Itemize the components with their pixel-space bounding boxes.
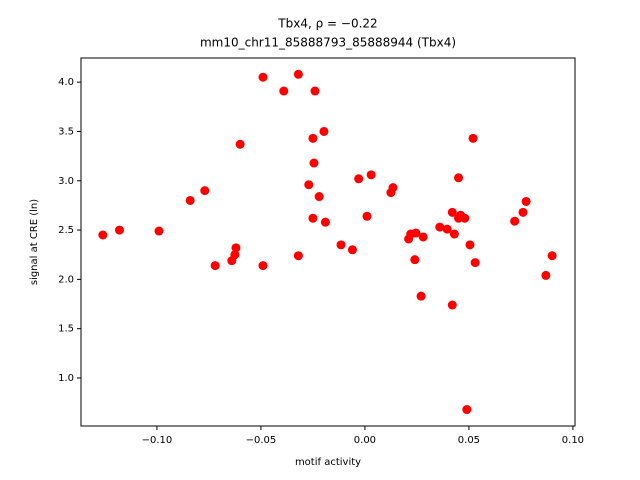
- point: [347, 245, 357, 255]
- point: [230, 250, 240, 260]
- point: [98, 230, 108, 240]
- point: [114, 225, 124, 235]
- point: [462, 405, 472, 415]
- y-tick-label: 1.5: [58, 324, 74, 335]
- point: [362, 211, 372, 221]
- y-tick-label: 3.0: [58, 176, 74, 187]
- point: [541, 270, 551, 280]
- point: [518, 207, 528, 217]
- x-tick-label: 0.05: [458, 435, 480, 446]
- point: [449, 229, 459, 239]
- point: [411, 228, 421, 238]
- point: [154, 226, 164, 236]
- point: [309, 158, 319, 168]
- point: [258, 72, 268, 82]
- point: [416, 291, 426, 301]
- point: [410, 255, 420, 265]
- point: [418, 232, 428, 242]
- point: [304, 180, 314, 190]
- point: [258, 261, 268, 271]
- y-tick-label: 2.5: [58, 225, 74, 236]
- y-tick-label: 2.0: [58, 274, 74, 285]
- plot-frame: [80, 57, 576, 427]
- x-axis-label: motif activity: [295, 457, 361, 468]
- point: [320, 217, 330, 227]
- x-tick-label: −0.10: [142, 435, 173, 446]
- point: [308, 213, 318, 223]
- point: [185, 195, 195, 205]
- point: [447, 300, 457, 310]
- x-tick-label: −0.05: [246, 435, 277, 446]
- y-axis-label: signal at CRE (ln): [29, 199, 40, 285]
- point: [200, 186, 210, 196]
- point: [210, 261, 220, 271]
- x-tick-label: 0.10: [562, 435, 584, 446]
- point: [521, 196, 531, 206]
- point: [447, 207, 457, 217]
- point: [366, 170, 376, 180]
- chart-title: Tbx4, ρ = −0.22: [277, 17, 377, 31]
- point: [454, 173, 464, 183]
- point: [460, 213, 470, 223]
- point: [293, 69, 303, 79]
- point: [314, 192, 324, 202]
- point: [470, 258, 480, 268]
- y-tick-label: 3.5: [58, 126, 74, 137]
- point: [310, 86, 320, 96]
- point: [442, 224, 452, 234]
- point: [293, 251, 303, 261]
- point: [510, 216, 520, 226]
- y-tick-label: 1.0: [58, 373, 74, 384]
- chart-subtitle: mm10_chr11_85888793_85888944 (Tbx4): [200, 36, 456, 50]
- point: [308, 133, 318, 143]
- point: [354, 174, 364, 184]
- point: [231, 243, 241, 253]
- point: [388, 183, 398, 193]
- x-tick-label: 0.00: [354, 435, 376, 446]
- point: [319, 126, 329, 136]
- point: [336, 240, 346, 250]
- point: [465, 240, 475, 250]
- point: [435, 222, 445, 232]
- point: [279, 86, 289, 96]
- point: [547, 251, 557, 261]
- point: [468, 133, 478, 143]
- y-tick-label: 4.0: [58, 77, 74, 88]
- point: [235, 139, 245, 149]
